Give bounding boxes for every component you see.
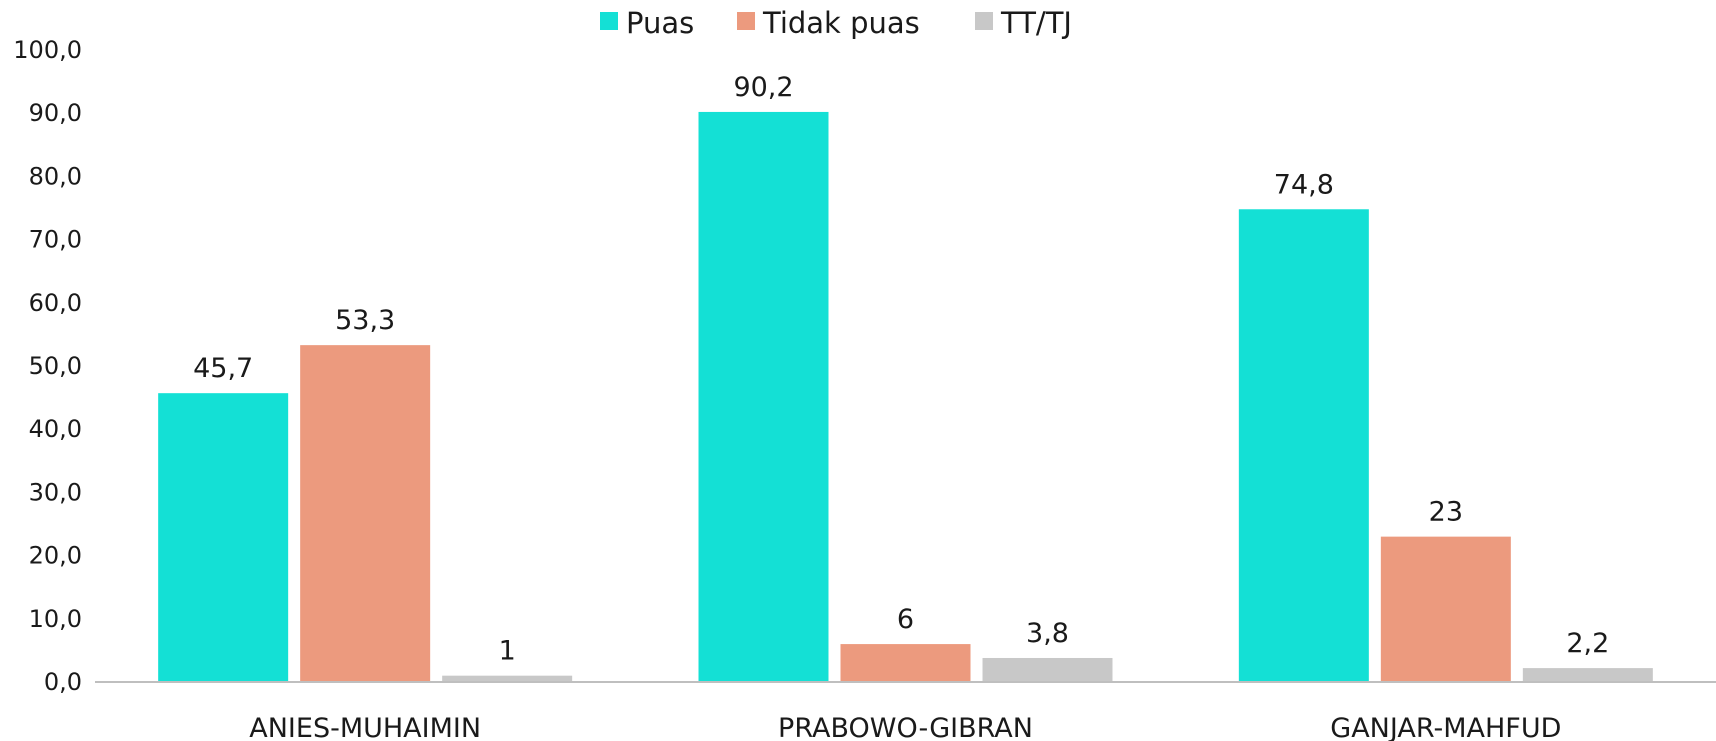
- legend-label: TT/TJ: [1000, 6, 1072, 40]
- legend-swatch: [600, 12, 618, 30]
- bar: [1380, 536, 1511, 682]
- bar: [300, 345, 431, 682]
- data-label: 2,2: [1566, 628, 1609, 659]
- y-tick-label: 90,0: [29, 99, 82, 127]
- legend: Puas Tidak puas TT/TJ: [600, 6, 1072, 40]
- bar: [982, 657, 1113, 682]
- data-label: 90,2: [733, 72, 793, 103]
- y-axis: 0,0 10,0 20,0 30,0 40,0 50,0 60,0 70,0 80,0 90,0 1…: [13, 36, 82, 696]
- y-tick-label: 50,0: [29, 352, 82, 380]
- data-label: 6: [897, 604, 914, 635]
- data-label: 3,8: [1026, 618, 1069, 649]
- data-label: 23: [1429, 497, 1463, 528]
- y-tick-label: 20,0: [29, 542, 82, 570]
- data-label: 53,3: [335, 305, 395, 336]
- data-label: 1: [499, 636, 516, 667]
- bar: [158, 393, 289, 682]
- y-tick-label: 30,0: [29, 478, 82, 506]
- y-tick-label: 70,0: [29, 226, 82, 254]
- y-tick-label: 40,0: [29, 415, 82, 443]
- legend-swatch: [975, 12, 993, 30]
- data-label: 45,7: [193, 353, 253, 384]
- bar: [1522, 668, 1653, 682]
- x-axis: ANIES-MUHAIMIN PRABOWO-GIBRAN GANJAR-MAHFU…: [95, 681, 1716, 741]
- bars: [158, 111, 1653, 683]
- legend-swatch: [737, 12, 755, 30]
- bar: [840, 644, 971, 682]
- y-tick-label: 0,0: [44, 668, 82, 696]
- data-labels: 45,7 53,3 1 90,2 6 3,8 74,8 23 2,2: [193, 72, 1609, 667]
- bar: [442, 675, 573, 682]
- bar: [1238, 209, 1369, 682]
- bar: [698, 111, 829, 683]
- legend-label: Tidak puas: [762, 6, 920, 40]
- x-tick-label: PRABOWO-GIBRAN: [778, 713, 1033, 741]
- x-tick-label: GANJAR-MAHFUD: [1330, 713, 1561, 741]
- x-tick-label: ANIES-MUHAIMIN: [249, 713, 481, 741]
- y-tick-label: 60,0: [29, 289, 82, 317]
- y-tick-label: 100,0: [13, 36, 82, 64]
- y-tick-label: 10,0: [29, 605, 82, 633]
- data-label: 74,8: [1274, 169, 1334, 200]
- y-tick-label: 80,0: [29, 162, 82, 190]
- legend-label: Puas: [626, 6, 694, 40]
